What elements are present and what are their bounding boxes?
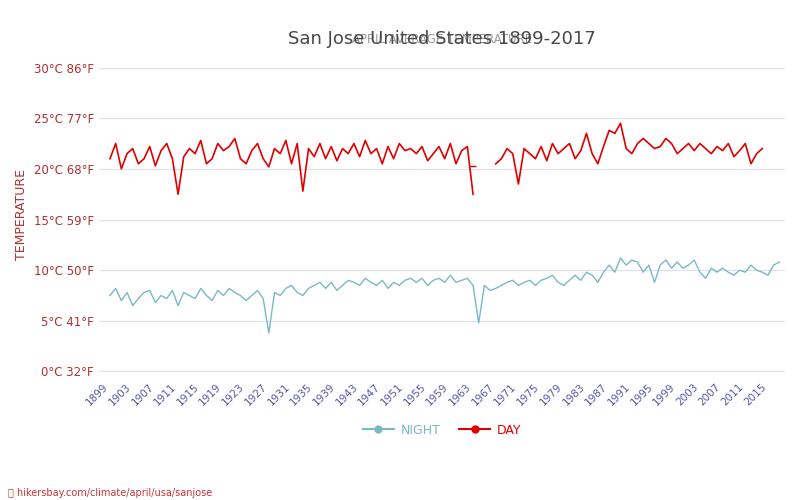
Title: San Jose United States 1899-2017: San Jose United States 1899-2017 — [288, 30, 596, 48]
Legend: NIGHT, DAY: NIGHT, DAY — [358, 418, 526, 442]
Y-axis label: TEMPERATURE: TEMPERATURE — [15, 169, 28, 260]
Text: 📍 hikersbay.com/climate/april/usa/sanjose: 📍 hikersbay.com/climate/april/usa/sanjos… — [8, 488, 212, 498]
Text: APRIL AVERAGE TEMPERATURE: APRIL AVERAGE TEMPERATURE — [352, 33, 532, 46]
